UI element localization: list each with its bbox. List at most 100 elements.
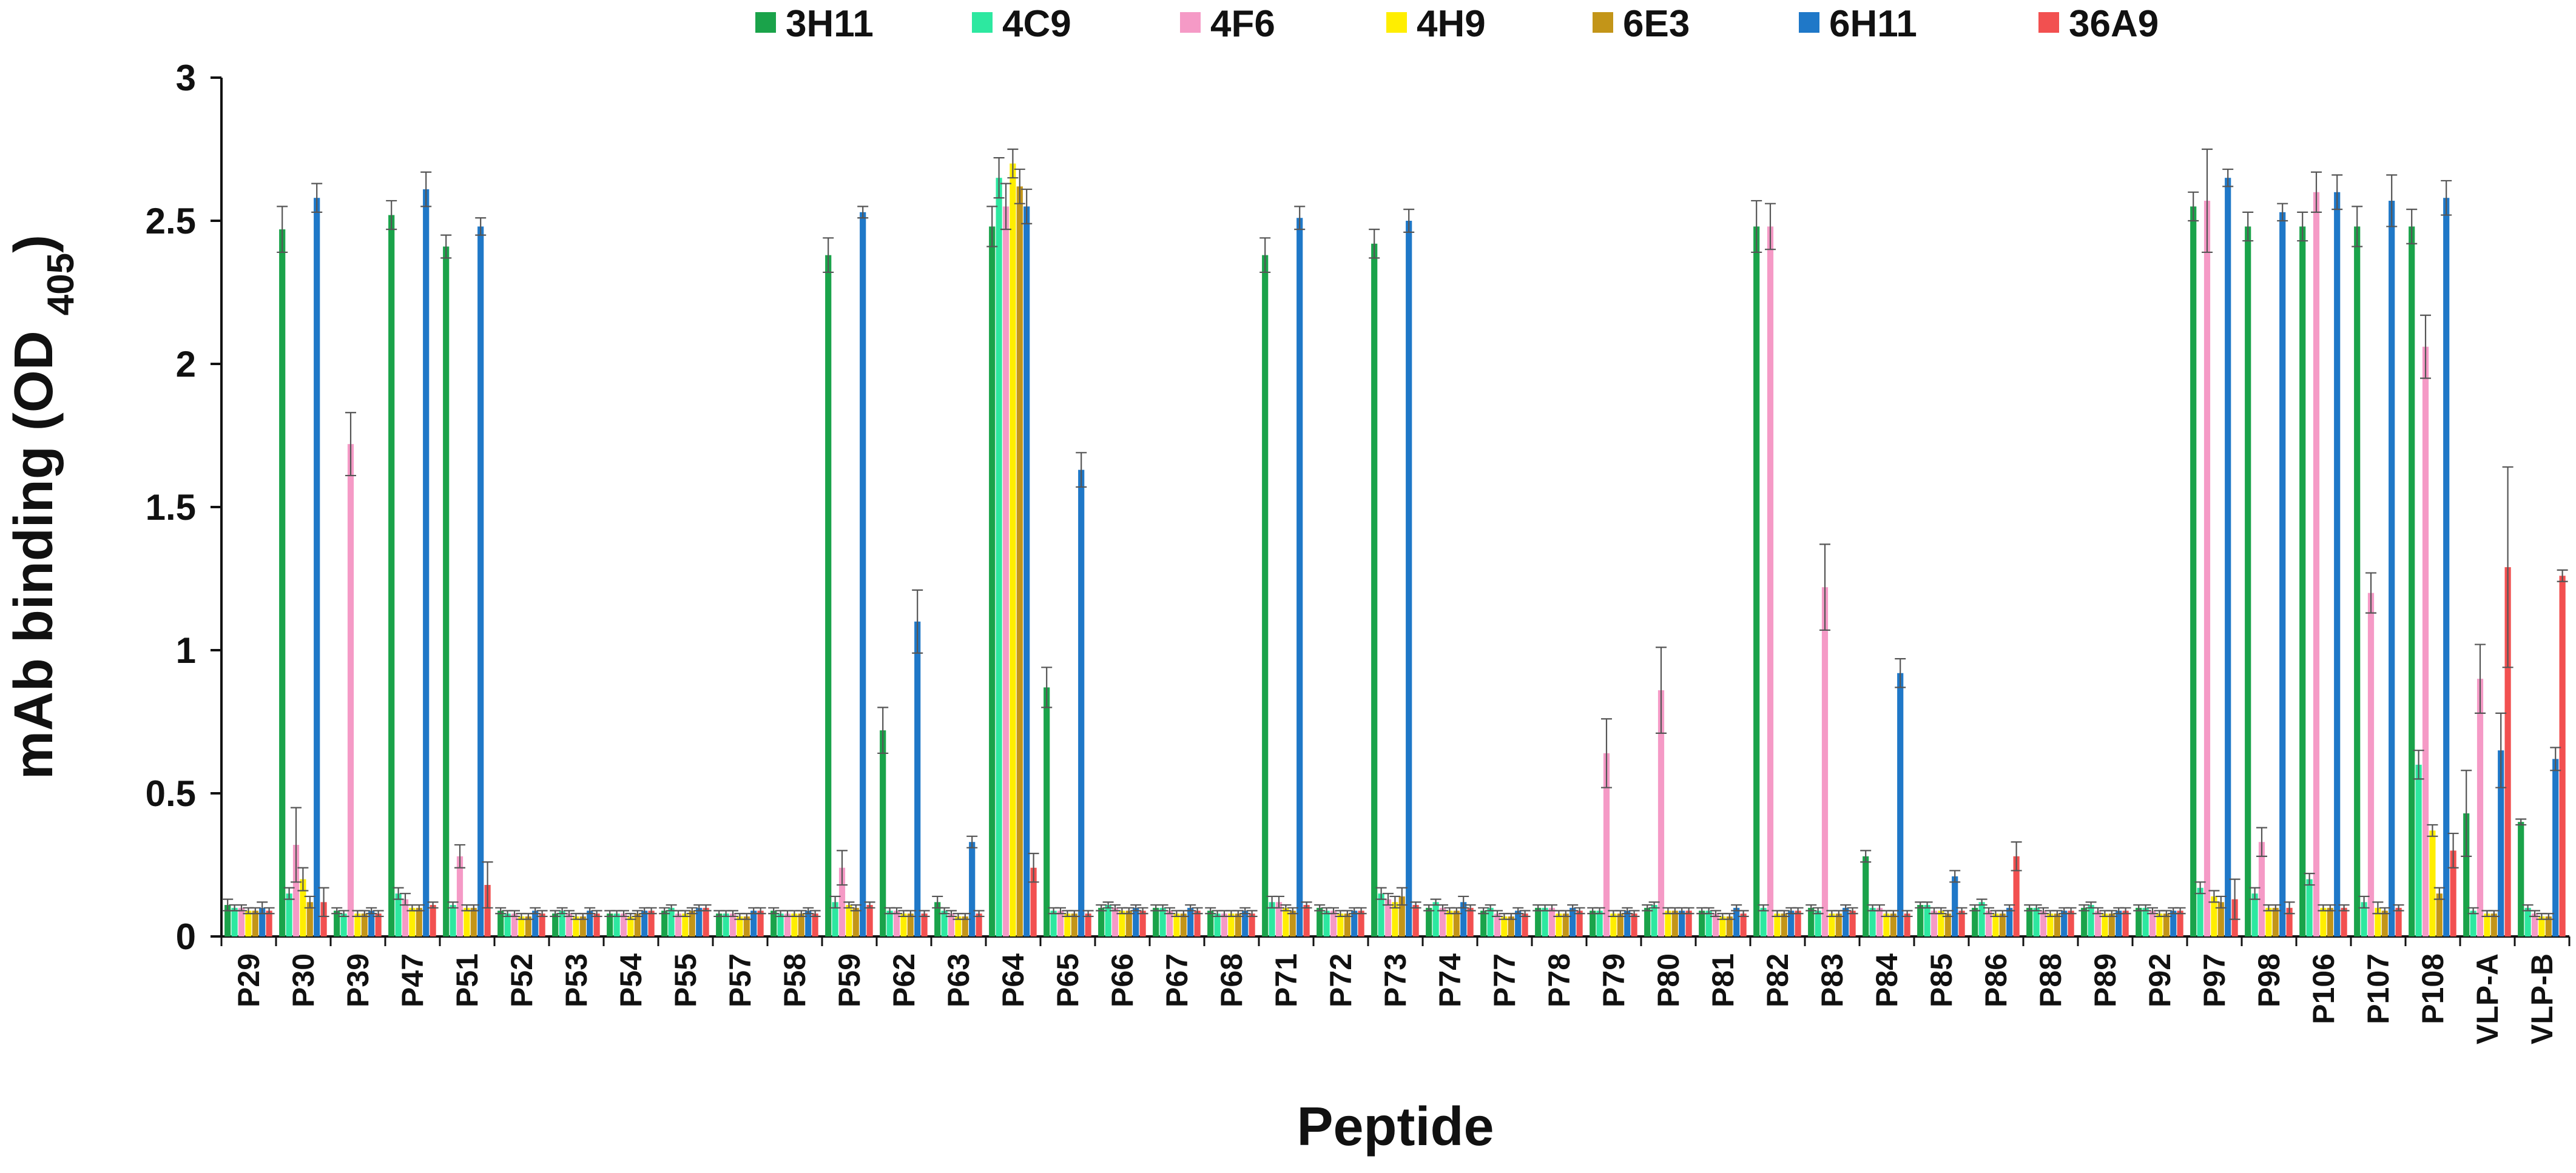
bar-6E3-P67 (1180, 913, 1187, 936)
error-bar-3H11-P53 (550, 910, 561, 918)
bar-4F6-P54 (620, 913, 627, 936)
y-axis-title: mAb binding (OD 405) (4, 235, 82, 779)
bar-6H11-P97 (2225, 178, 2231, 937)
bar-4C9-P30 (286, 893, 292, 936)
error-bar-6E3-P58 (795, 910, 807, 918)
error-bar-6E3-P62 (905, 910, 916, 918)
bar-6E3-VLP-A (2490, 913, 2497, 936)
bar-3H11-VLP-A (2463, 813, 2470, 936)
error-bar-4F6-P77 (1492, 910, 1503, 918)
bar-36A9-P55 (703, 907, 709, 936)
error-bar-3H11-P39 (331, 907, 343, 915)
error-bar-36A9-P92 (2174, 907, 2186, 915)
error-bar-6E3-P97 (2215, 895, 2227, 909)
bar-4C9-P58 (777, 913, 784, 936)
bar-6E3-P52 (525, 916, 531, 936)
bar-36A9-P51 (484, 885, 491, 936)
error-bar-3H11-P30 (277, 206, 288, 254)
error-bar-4F6-P39 (345, 412, 356, 477)
error-bar-4C9-P82 (1758, 904, 1769, 912)
bar-6E3-P59 (852, 907, 859, 936)
bar-6H11-P106 (2334, 192, 2341, 936)
bar-4F6-P51 (456, 856, 464, 936)
bar-6H11-P62 (914, 621, 921, 936)
error-bar-4C9-P73 (1375, 887, 1387, 900)
bar-6H11-P107 (2389, 200, 2395, 937)
bar-4C9-P97 (2197, 887, 2203, 936)
legend-label: 4H9 (1417, 3, 1486, 45)
bar-6H11-P82 (1788, 910, 1795, 936)
bar-6E3-P88 (2054, 913, 2060, 936)
legend-item-3H11: 3H11 (755, 3, 874, 45)
bar-6H11-P73 (1406, 221, 1412, 936)
bar-36A9-P84 (1904, 913, 1910, 936)
error-bar-6E3-P98 (2270, 904, 2281, 912)
bar-36A9-P74 (1467, 907, 1474, 936)
x-tick-label: P68 (1215, 953, 1249, 1007)
bar-36A9-P82 (1795, 910, 1801, 936)
error-bar-36A9-P62 (919, 910, 930, 918)
bar-4F6-P55 (675, 913, 682, 936)
bar-6H11-P68 (1242, 910, 1249, 936)
bar-3H11-P97 (2190, 206, 2197, 936)
bar-6E3-P85 (1944, 913, 1951, 936)
bar-4H9-P80 (1665, 910, 1671, 936)
bar-4F6-P79 (1603, 753, 1610, 936)
bar-36A9-P54 (648, 910, 655, 936)
bar-6E3-P78 (1562, 913, 1569, 936)
legend-swatch (972, 12, 993, 33)
error-bar-4C9-P83 (1812, 907, 1824, 915)
bar-6E3-P58 (798, 913, 804, 936)
bar-36A9-P73 (1412, 905, 1419, 936)
error-bar-4F6-P71 (1273, 895, 1284, 909)
bar-3H11-P77 (1480, 910, 1487, 936)
x-tick-label: P84 (1870, 953, 1904, 1007)
bar-4F6-P65 (1057, 910, 1064, 936)
bar-4F6-P89 (2094, 910, 2102, 936)
x-tick-label: P81 (1706, 953, 1740, 1007)
error-bar-4C9-P106 (2304, 873, 2315, 886)
error-bar-4H9-P64 (1007, 148, 1019, 179)
bar-6E3-P47 (416, 907, 422, 936)
bar-3H11-P51 (443, 246, 450, 937)
error-bar-36A9-P97 (2229, 878, 2241, 920)
error-bar-4H9-P85 (1935, 907, 1947, 915)
bar-36A9-P68 (1249, 913, 1255, 936)
x-tick-label: P79 (1597, 953, 1631, 1007)
error-bar-4C9-P81 (1703, 907, 1715, 915)
bar-4H9-P29 (245, 910, 252, 936)
bar-36A9-P98 (2286, 907, 2293, 936)
bar-4F6-P74 (1439, 907, 1446, 936)
bar-36A9-VLP-B (2559, 576, 2566, 936)
bar-6E3-P63 (962, 916, 968, 936)
x-tick-label: P52 (505, 953, 539, 1007)
bar-4F6-P57 (729, 913, 737, 936)
bar-3H11-P54 (607, 913, 613, 936)
bar-6H11-P81 (1733, 907, 1740, 936)
y-tick-label: 1.5 (146, 487, 196, 528)
bar-4H9-P72 (1337, 913, 1344, 936)
bar-6H11-P83 (1843, 907, 1849, 936)
bar-36A9-P71 (1303, 905, 1310, 936)
error-bar-4C9-P79 (1594, 907, 1605, 915)
error-bar-36A9-P81 (1738, 910, 1749, 918)
bar-4H9-P82 (1774, 913, 1781, 936)
bar-6H11-P29 (259, 907, 266, 936)
bar-4H9-P65 (1064, 913, 1071, 936)
bar-4F6-P67 (1166, 910, 1173, 936)
bar-36A9-P63 (976, 913, 982, 936)
bar-4F6-P30 (292, 844, 300, 936)
error-bar-6E3-VLP-A (2488, 910, 2500, 918)
error-bar-36A9-P52 (536, 910, 548, 918)
error-bar-36A9-P78 (1574, 907, 1585, 915)
bar-3H11-P47 (388, 215, 395, 936)
error-bar-6E3-P89 (2106, 910, 2117, 918)
error-bar-4F6-P97 (2202, 148, 2213, 254)
bar-6H11-P52 (532, 910, 539, 936)
error-bar-4C9-P30 (283, 887, 295, 900)
x-tick-label: P82 (1761, 953, 1795, 1007)
bar-6H11-P57 (750, 910, 757, 936)
bar-4C9-P57 (723, 913, 729, 936)
bar-6H11-P84 (1897, 673, 1904, 936)
error-bar-4F6-P81 (1710, 910, 1721, 918)
